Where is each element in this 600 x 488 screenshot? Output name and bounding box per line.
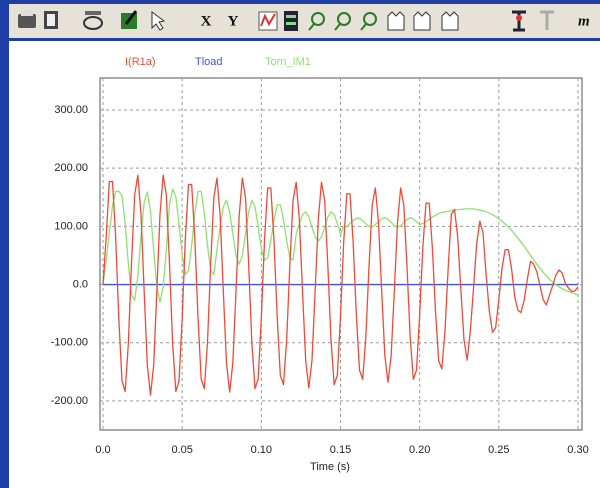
toolbar-border bbox=[0, 38, 600, 41]
legend-entry: Tload bbox=[195, 56, 223, 68]
x-tick-label: 0.15 bbox=[330, 444, 351, 456]
y-tick-label: -100.00 bbox=[51, 337, 88, 349]
x-axis-label: Time (s) bbox=[310, 461, 350, 473]
y-tick-label: 200.00 bbox=[54, 162, 88, 174]
bar-button[interactable] bbox=[284, 11, 298, 31]
x-tick-label: 0.0 bbox=[95, 444, 110, 456]
x-button[interactable]: X bbox=[201, 13, 212, 29]
pan-buttons[interactable] bbox=[388, 12, 458, 30]
y-button[interactable]: Y bbox=[228, 13, 239, 29]
plot-button[interactable] bbox=[259, 12, 277, 30]
x-tick-label: 0.30 bbox=[567, 444, 588, 456]
toolbar-border bbox=[0, 0, 600, 4]
legend-entry: I(R1a) bbox=[125, 56, 156, 68]
edit-button[interactable] bbox=[121, 11, 137, 29]
x-tick-label: 0.05 bbox=[171, 444, 192, 456]
y-tick-label: 0.0 bbox=[73, 278, 88, 290]
x-tick-label: 0.25 bbox=[488, 444, 509, 456]
x-tick-label: 0.20 bbox=[409, 444, 430, 456]
x-tick-label: 0.10 bbox=[251, 444, 272, 456]
y-tick-label: -200.00 bbox=[51, 395, 88, 407]
legend-entry: Torn_IM1 bbox=[265, 56, 311, 68]
toolbar bbox=[0, 0, 600, 40]
y-tick-label: 300.00 bbox=[54, 104, 88, 116]
copy-button[interactable] bbox=[44, 11, 58, 29]
window-border bbox=[0, 0, 9, 488]
more-button[interactable]: m bbox=[578, 13, 590, 29]
screen: X Y m Time (s) 300.00 200.00 100.00 0.0 -100… bbox=[0, 0, 600, 488]
y-tick-label: 100.00 bbox=[54, 220, 88, 232]
